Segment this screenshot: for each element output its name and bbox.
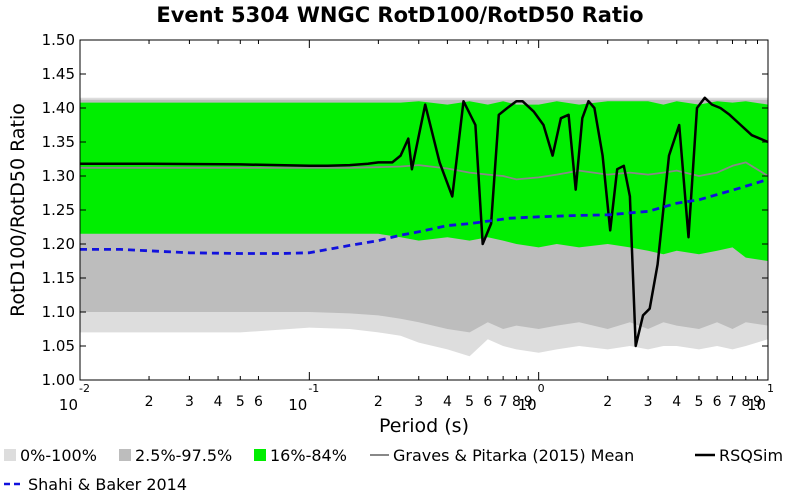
x-major-tick-label: 10 (747, 396, 766, 414)
x-minor-tick-label: 3 (644, 394, 653, 410)
x-minor-tick-label: 3 (185, 394, 194, 410)
legend-label-16-84: 16%-84% (270, 446, 347, 465)
y-tick-label: 1.10 (42, 303, 75, 321)
y-tick-label: 1.40 (42, 99, 75, 117)
x-minor-tick-label: 5 (236, 394, 245, 410)
legend-swatch-0-100 (4, 449, 16, 461)
x-minor-tick-label: 4 (214, 394, 223, 410)
x-minor-tick-label: 9 (753, 394, 762, 410)
x-major-tick-exponent: 0 (538, 382, 545, 395)
y-axis: 1.00 1.05 1.10 1.15 1.20 1.25 1.30 1.35 1.40 1.45… (42, 31, 768, 389)
x-major-tick-label: 10 (288, 396, 307, 414)
legend-label-2-97: 2.5%-97.5% (135, 446, 232, 465)
chart-title: Event 5304 WNGC RotD100/RotD50 Ratio (156, 3, 643, 27)
y-tick-label: 1.35 (42, 133, 75, 151)
x-minor-tick-label: 2 (603, 394, 612, 410)
x-minor-tick-label: 5 (465, 394, 474, 410)
y-tick-label: 1.00 (42, 371, 75, 389)
x-major-tick-exponent: -1 (308, 382, 319, 395)
x-major-tick-label: 10 (59, 396, 78, 414)
legend-label-rsqsim: RSQSim (719, 446, 783, 465)
x-minor-tick-label: 2 (145, 394, 154, 410)
x-minor-tick-label: 8 (512, 394, 521, 410)
x-minor-tick-label: 9 (524, 394, 533, 410)
x-major-tick-exponent: -2 (79, 382, 90, 395)
rsqsim-line (80, 96, 769, 348)
x-minor-tick-label: 6 (713, 394, 722, 410)
y-tick-label: 1.45 (42, 65, 75, 83)
x-axis-label: Period (s) (379, 415, 469, 437)
y-axis-label: RotD100/RotD50 Ratio (7, 103, 29, 317)
x-minor-tick-label: 8 (741, 394, 750, 410)
legend-label-0-100: 0%-100% (20, 446, 97, 465)
legend: 0%-100% 2.5%-97.5% 16%-84% Graves & Pita… (4, 446, 783, 494)
y-tick-label: 1.30 (42, 167, 75, 185)
x-minor-tick-label: 4 (672, 394, 681, 410)
x-minor-tick-label: 7 (499, 394, 508, 410)
x-minor-tick-label: 7 (728, 394, 737, 410)
band-16-84 (80, 101, 768, 261)
x-major-tick-label: 10 (518, 396, 537, 414)
legend-swatch-2-97 (119, 449, 131, 461)
y-tick-label: 1.25 (42, 201, 75, 219)
legend-label-shahi: Shahi & Baker 2014 (28, 475, 187, 494)
legend-label-gp-mean: Graves & Pitarka (2015) Mean (393, 446, 634, 465)
plot-area (80, 96, 769, 357)
y-tick-label: 1.15 (42, 269, 75, 287)
x-minor-tick-label: 6 (254, 394, 263, 410)
x-minor-tick-label: 2 (374, 394, 383, 410)
y-tick-label: 1.05 (42, 337, 75, 355)
x-minor-tick-label: 4 (443, 394, 452, 410)
y-tick-label: 1.20 (42, 235, 75, 253)
x-minor-tick-label: 6 (483, 394, 492, 410)
y-tick-label: 1.50 (42, 31, 75, 49)
legend-swatch-16-84 (254, 449, 266, 461)
x-major-tick-exponent: 1 (767, 382, 774, 395)
x-minor-tick-label: 5 (695, 394, 704, 410)
shahi-baker-line (80, 178, 769, 255)
gp-mean-line (80, 161, 769, 181)
x-minor-tick-label: 3 (414, 394, 423, 410)
